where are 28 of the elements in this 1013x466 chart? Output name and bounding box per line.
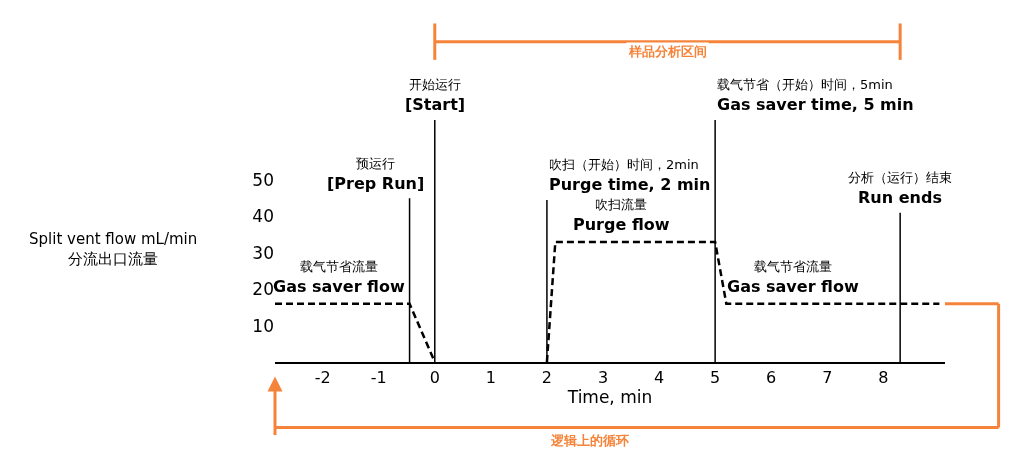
ref-line-label: 分析（运行）结束 Run ends xyxy=(848,170,952,207)
annotation: 载气节省流量 Gas saver flow xyxy=(727,259,859,296)
ref-line-label: 吹扫（开始）时间，2min Purge time, 2 min xyxy=(549,157,711,194)
annotation: 载气节省流量 Gas saver flow xyxy=(273,259,405,296)
ref-line-label: 载气节省（开始）时间，5min Gas saver time, 5 min xyxy=(717,77,914,114)
y-tick-label: 30 xyxy=(252,242,274,263)
x-tick-label: 1 xyxy=(485,368,496,388)
text: 逻辑上的循环 xyxy=(550,433,629,448)
x-tick-label: 7 xyxy=(822,368,833,388)
y-tick-label: 50 xyxy=(252,169,274,190)
x-tick-label: 4 xyxy=(653,368,665,388)
y-tick-label: 20 xyxy=(252,279,274,300)
y-axis-title: Split vent flow mL/min 分流出口流量 xyxy=(29,230,198,268)
annotation: 吹扫流量 Purge flow xyxy=(573,197,670,234)
x-tick-label: -1 xyxy=(370,368,387,388)
ref-line-label: 开始运行 [Start] xyxy=(405,77,466,114)
x-tick-label: 6 xyxy=(766,368,777,388)
text: 样品分析区间 xyxy=(628,44,707,59)
y-tick-label: 10 xyxy=(252,315,274,336)
x-tick-label: 2 xyxy=(541,368,553,388)
x-tick-label: 8 xyxy=(878,368,889,388)
x-tick-label: 0 xyxy=(429,368,440,388)
x-tick-label: -2 xyxy=(314,368,331,388)
x-axis-title: Time, min xyxy=(566,387,653,408)
x-tick-label: 3 xyxy=(597,368,609,388)
ref-line-label: 预运行 [Prep Run] xyxy=(327,156,425,193)
x-tick-label: 5 xyxy=(710,368,721,388)
y-tick-label: 40 xyxy=(252,206,274,227)
